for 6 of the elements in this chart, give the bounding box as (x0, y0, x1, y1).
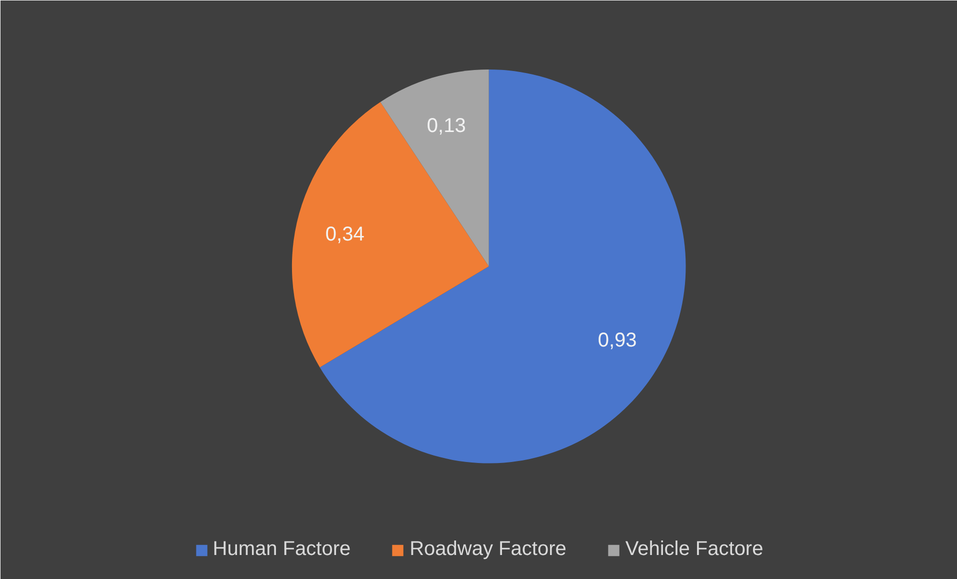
legend-label: Human Factore (212, 538, 351, 561)
legend-label: Roadway Factore (410, 538, 566, 561)
data-label: 0,13 (426, 114, 466, 137)
data-label: 0,34 (325, 224, 364, 246)
data-label: 0,93 (598, 329, 637, 352)
legend-label: Vehicle Factore (625, 538, 764, 561)
